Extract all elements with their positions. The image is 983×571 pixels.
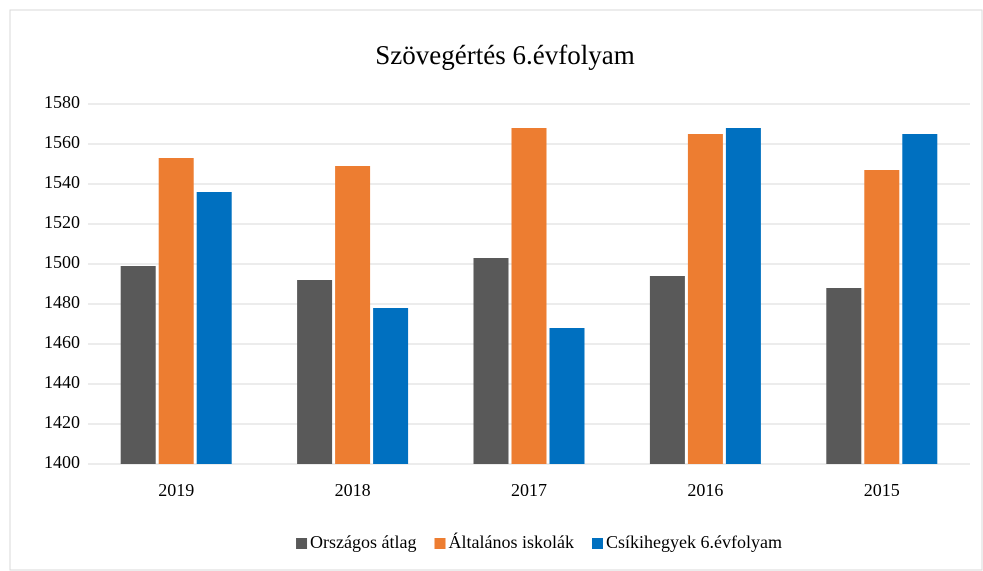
bar	[511, 128, 547, 464]
legend-label: Országos átlag	[310, 532, 416, 552]
bar	[373, 308, 409, 464]
bar	[120, 266, 156, 464]
y-tick-label: 1420	[44, 412, 80, 432]
bar	[687, 134, 723, 464]
bar	[297, 280, 333, 464]
y-tick-label: 1560	[44, 132, 80, 152]
y-tick-label: 1540	[44, 172, 80, 192]
y-tick-label: 1520	[44, 212, 80, 232]
legend-swatch	[591, 538, 603, 549]
legend-swatch	[296, 538, 308, 549]
x-tick-label: 2018	[335, 480, 371, 500]
legend-label: Csíkihegyek 6.évfolyam	[606, 532, 782, 552]
y-tick-label: 1480	[44, 292, 80, 312]
legend-label: Általános iskolák	[449, 531, 574, 552]
bar	[549, 328, 585, 464]
bar	[196, 192, 232, 464]
y-tick-label: 1440	[44, 372, 80, 392]
chart-title: Szövegértés 6.évfolyam	[375, 40, 634, 70]
bar	[725, 128, 761, 464]
y-tick-label: 1460	[44, 332, 80, 352]
x-tick-label: 2016	[687, 480, 723, 500]
bar	[826, 288, 862, 464]
x-tick-label: 2015	[864, 480, 900, 500]
y-tick-label: 1500	[44, 252, 80, 272]
y-tick-label: 1580	[44, 92, 80, 112]
bar	[158, 158, 194, 464]
bar	[335, 166, 371, 464]
bar	[902, 134, 938, 464]
x-tick-label: 2017	[511, 480, 547, 500]
bar	[473, 258, 509, 464]
legend-swatch	[434, 538, 446, 549]
bar	[864, 170, 900, 464]
bar	[649, 276, 685, 464]
y-tick-label: 1400	[44, 452, 80, 472]
x-tick-label: 2019	[158, 480, 194, 500]
